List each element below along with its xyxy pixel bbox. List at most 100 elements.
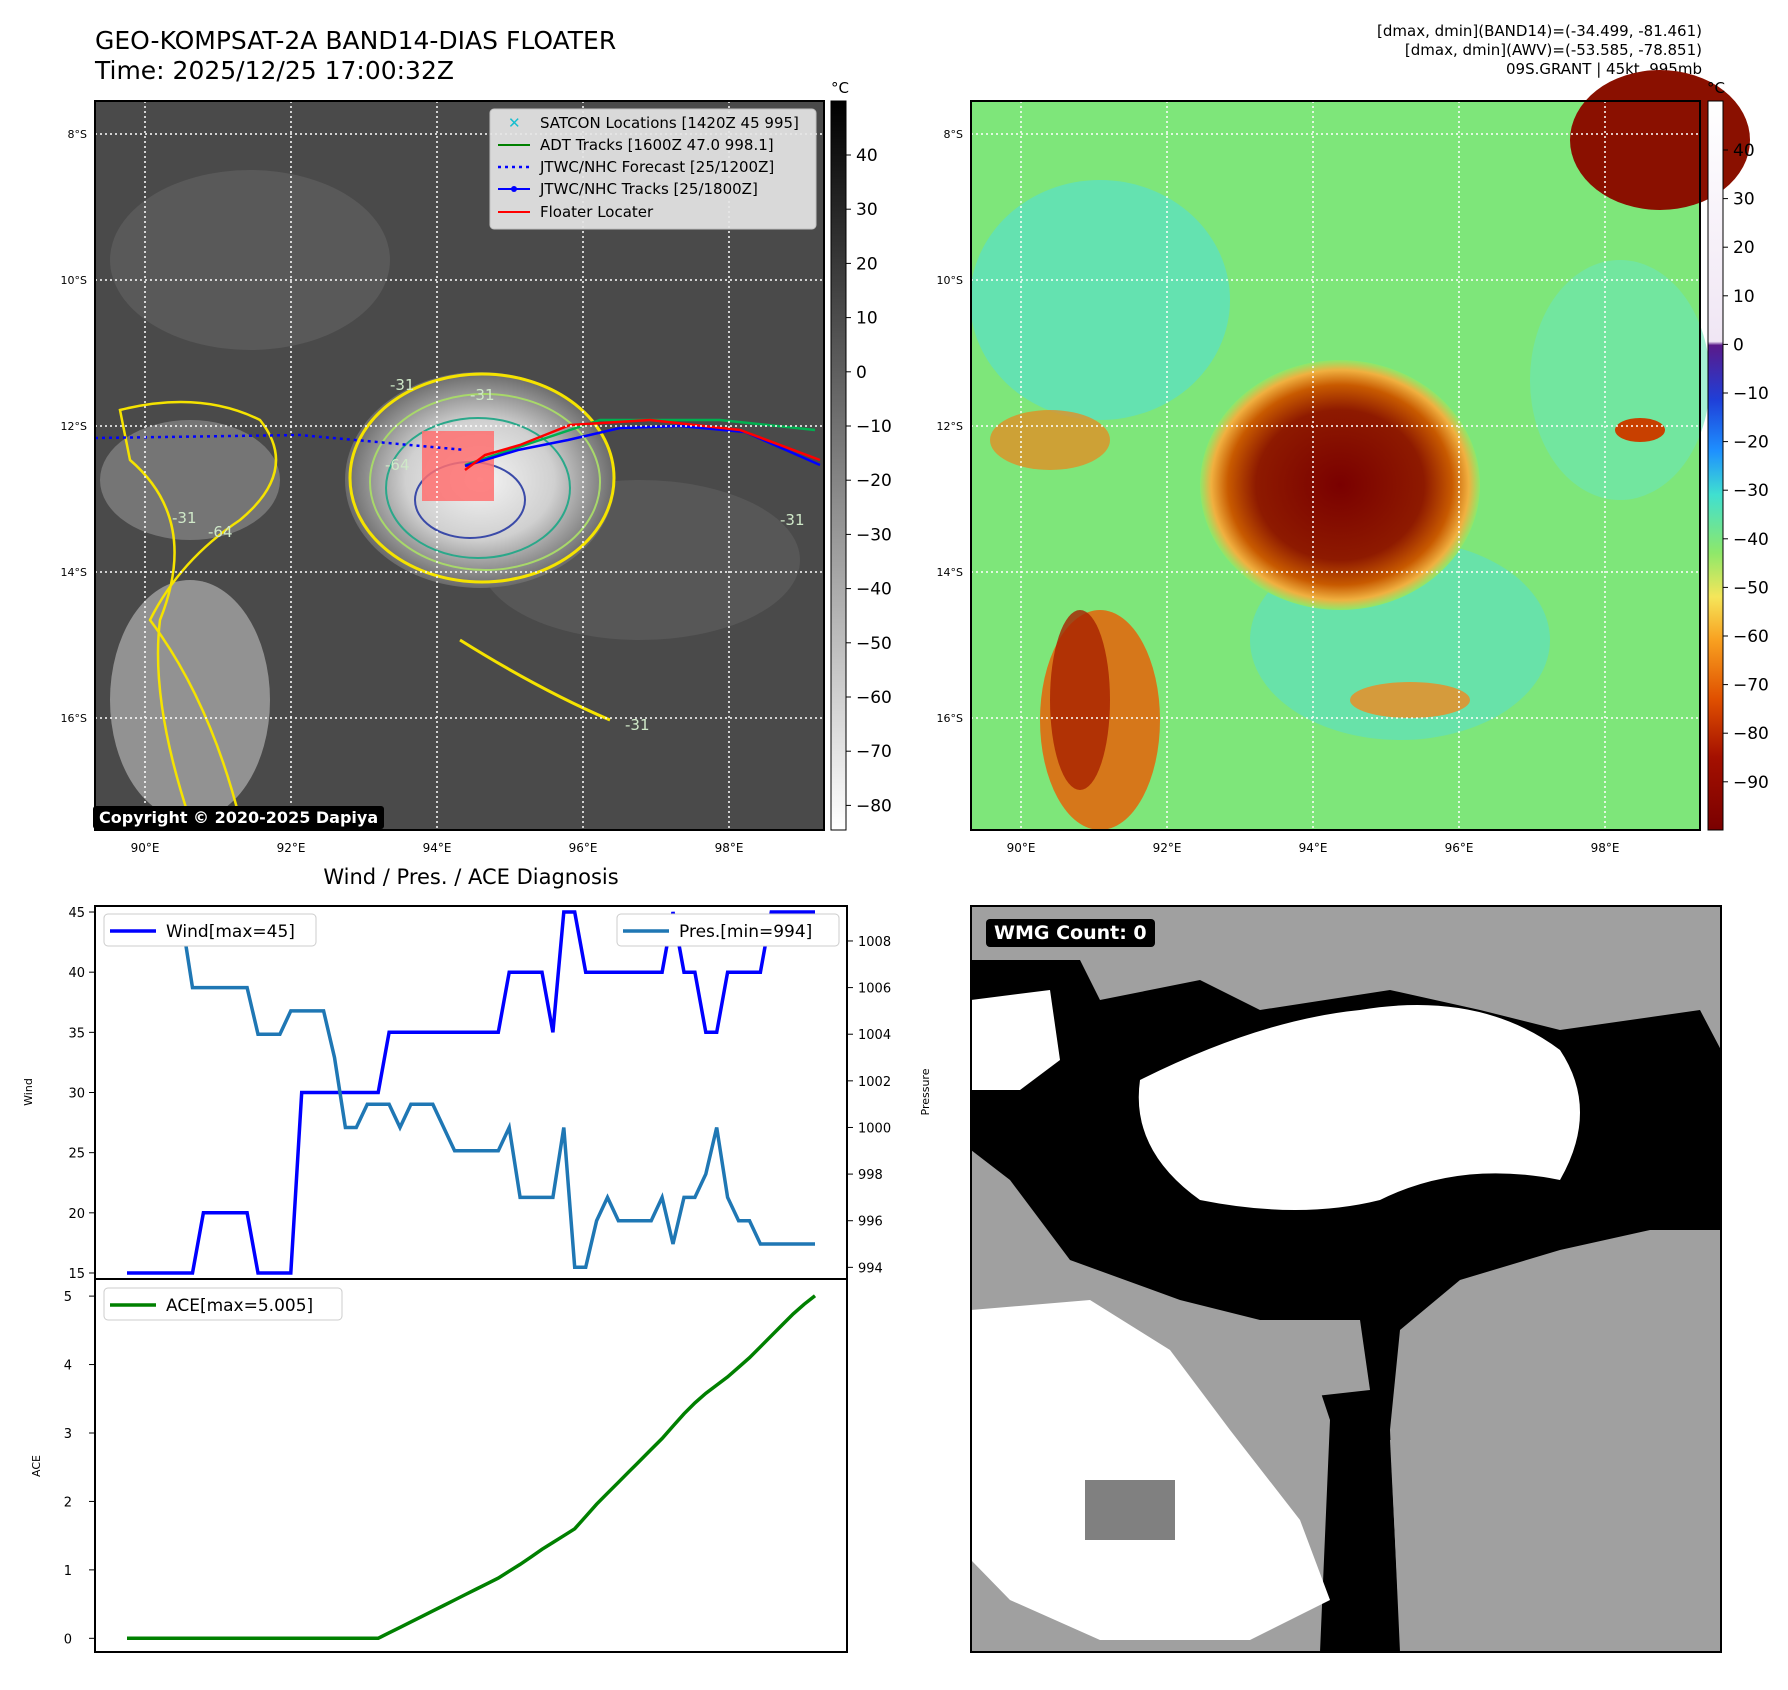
color-map-warm-band [1050, 610, 1110, 790]
colorbar-tick-label: −20 [856, 471, 892, 491]
colorbar-tick-label: −50 [856, 634, 892, 654]
wind-tick-label: 35 [68, 1026, 85, 1041]
pressure-legend-label: Pres.[min=994] [679, 922, 812, 942]
ace-legend-label: ACE[max=5.005] [166, 1296, 313, 1316]
gray-colorbar: °C 40 30 20 10 0 −10 −20 −30 −40 −50 −60 −70 −80 [830, 79, 892, 831]
lat-tick-label: 8°S [68, 128, 87, 141]
wind-tick-label: 20 [68, 1207, 85, 1222]
contour-lightgreen [369, 393, 601, 571]
legend-tracks: JTWC/NHC Tracks [25/1800Z] [539, 180, 758, 198]
color-map-storm-core [1200, 360, 1480, 610]
copyright-notice: Copyright © 2020-2025 Dapiya [93, 806, 385, 829]
contour-yellow [348, 372, 616, 584]
wind-legend: Wind[max=45] [103, 913, 317, 947]
contour-teal [385, 417, 571, 559]
lat-tick-label: 16°S [937, 712, 963, 725]
wmg-gray-region [1260, 1320, 1370, 1400]
ace-axis-label: ACE [30, 1455, 43, 1477]
lon-tick-label: 98°E [1591, 841, 1620, 855]
ace-chart: 5 4 3 2 1 0 ACE ACE[max=5.005] [30, 1278, 848, 1653]
gray-colorbar-unit: °C [831, 79, 849, 97]
ace-tick-label: 0 [64, 1632, 72, 1647]
wind-series-line [127, 910, 815, 1275]
colorbar-tick-label: 40 [1733, 141, 1755, 161]
contour-label: -31 [780, 511, 805, 529]
colorbar-tick-label: 40 [856, 146, 878, 166]
ace-tick-label: 4 [64, 1359, 72, 1374]
figure-timestamp: Time: 2025/12/25 17:00:32Z [95, 56, 454, 85]
lat-tick-label: 12°S [937, 420, 963, 433]
colorbar-tick-label: 10 [856, 309, 878, 329]
ir-cloud-band [110, 580, 270, 820]
colorbar-tick-label: −50 [1733, 578, 1769, 598]
wind-axis-label: Wind [22, 1078, 35, 1106]
jtwc-forecast-line [94, 433, 466, 452]
pressure-tick-label: 1002 [858, 1075, 891, 1090]
color-map-cool-patch [970, 180, 1230, 420]
colorbar-tick-label: 30 [856, 200, 878, 220]
ace-legend: ACE[max=5.005] [103, 1287, 343, 1321]
wind-legend-label: Wind[max=45] [166, 922, 295, 942]
ace-frame [94, 1278, 848, 1653]
colorbar-tick-label: 20 [856, 254, 878, 274]
colorbar-tick-label: −40 [1733, 530, 1769, 550]
wind-pressure-chart: 45 40 35 30 25 20 15 1008 1006 1004 1002 1000 998 99… [22, 905, 932, 1282]
wmg-gray-region [1390, 1430, 1721, 1640]
ir-map-frame [94, 100, 825, 831]
wmg-panel [970, 905, 1722, 1653]
wind-tick-label: 25 [68, 1147, 85, 1162]
ace-tick-label: 5 [64, 1290, 72, 1305]
colorbar-tick-label: −80 [1733, 724, 1769, 744]
lon-tick-label: 94°E [423, 841, 452, 855]
ace-legend-frame [103, 1287, 343, 1321]
lon-tick-label: 90°E [1007, 841, 1036, 855]
floater-box [422, 431, 494, 501]
colorbar-tick-label: 20 [1733, 238, 1755, 258]
contour-label: -31 [390, 376, 415, 394]
contour-label: -64 [385, 456, 410, 474]
lat-tick-label: 12°S [61, 420, 87, 433]
colorbar-tick-label: −10 [1733, 384, 1769, 404]
pressure-tick-label: 1008 [858, 935, 891, 950]
contour-yellow-band [459, 638, 611, 722]
lon-tick-label: 96°E [569, 841, 598, 855]
color-map-warm-band [1350, 682, 1470, 718]
colorbar-tick-label: 0 [856, 363, 867, 383]
pressure-axis-label: Pressure [919, 1068, 932, 1115]
contour-yellow-band [118, 400, 278, 822]
wmg-white-region [971, 990, 1060, 1090]
lat-tick-label: 10°S [61, 274, 87, 287]
lon-tick-label: 98°E [715, 841, 744, 855]
pressure-legend-frame [616, 913, 840, 947]
pressure-legend: Pres.[min=994] [616, 913, 840, 947]
colorbar-tick-label: −20 [1733, 433, 1769, 453]
contour-label: -64 [208, 523, 233, 541]
ir-map-panel: -31 -31 -64 -31 -64 -31 -31 8°S 10°S 12°S 14°S 16°… [61, 100, 825, 855]
ace-tick-label: 2 [64, 1495, 72, 1510]
ace-tick-label: 1 [64, 1564, 72, 1579]
ace-series-line [127, 1294, 817, 1641]
color-colorbar-unit: °C [1707, 79, 1725, 97]
lat-tick-label: 10°S [937, 274, 963, 287]
band14-stats: [dmax, dmin](BAND14)=(-34.499, -81.461) [1377, 22, 1702, 40]
pressure-tick-label: 1006 [858, 982, 891, 997]
pressure-tick-label: 996 [858, 1215, 883, 1230]
map-legend: ✕ SATCON Locations [1420Z 45 995] ADT Tr… [489, 108, 817, 230]
wind-pressure-frame [94, 905, 848, 1280]
wind-legend-frame [103, 913, 317, 947]
colorbar-tick-label: −30 [856, 525, 892, 545]
gray-colorbar-ramp [830, 100, 847, 831]
pressure-tick-label: 1004 [858, 1028, 891, 1043]
lat-tick-label: 14°S [61, 566, 87, 579]
colorbar-tick-label: −90 [1733, 773, 1769, 793]
diagnosis-title: Wind / Pres. / ACE Diagnosis [323, 865, 618, 889]
wind-tick-label: 40 [68, 966, 85, 981]
color-map-cool-patch [1530, 260, 1710, 500]
colorbar-tick-label: −60 [856, 688, 892, 708]
contour-label: -31 [172, 509, 197, 527]
lat-tick-label: 16°S [61, 712, 87, 725]
figure-title: GEO-KOMPSAT-2A BAND14-DIAS FLOATER [95, 26, 617, 55]
track-legend-marker [511, 186, 517, 192]
color-map-warm-spot [1615, 418, 1665, 442]
contour-label: -31 [625, 716, 650, 734]
